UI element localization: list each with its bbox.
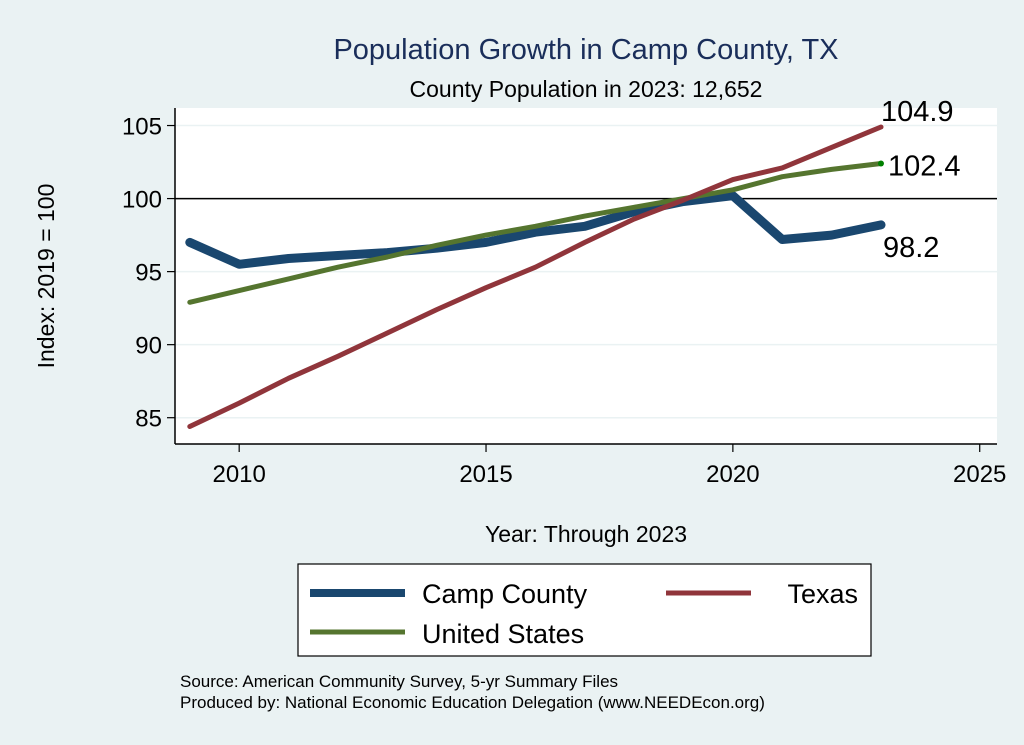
end-label-texas: 104.9	[881, 96, 954, 128]
x-tick-label: 2015	[459, 461, 512, 488]
end-marker-united-states	[877, 160, 884, 167]
end-label-camp-county: 98.2	[883, 232, 939, 264]
legend-label-texas: Texas	[787, 579, 858, 609]
x-axis-label: Year: Through 2023	[485, 521, 687, 547]
x-tick-label: 2025	[953, 461, 1006, 488]
series-line-camp-county	[185, 191, 886, 269]
y-axis-label: Index: 2019 = 100	[33, 184, 59, 369]
end-labels: 98.2 104.9 102.4	[881, 96, 961, 264]
y-tick-label: 100	[122, 187, 162, 214]
series-group	[185, 124, 886, 429]
x-tick-label: 2010	[212, 461, 265, 488]
legend-box	[297, 563, 872, 657]
end-label-united-states: 102.4	[888, 151, 961, 183]
producer-note: Produced by: National Economic Education…	[180, 693, 765, 712]
legend: Camp County Texas United States	[297, 563, 872, 657]
y-ticks: 85 90 95 100 105	[122, 114, 175, 433]
source-note: Source: American Community Survey, 5-yr …	[180, 672, 618, 691]
y-tick-label: 105	[122, 114, 162, 141]
chart-title: Population Growth in Camp County, TX	[333, 34, 838, 66]
chart-subtitle: County Population in 2023: 12,652	[410, 76, 763, 102]
x-ticks: 2010 2015 2020 2025	[212, 444, 1006, 488]
y-tick-label: 85	[135, 406, 162, 433]
x-tick-label: 2020	[706, 461, 759, 488]
legend-label-united-states: United States	[422, 619, 584, 649]
legend-label-camp-county: Camp County	[422, 579, 588, 609]
series-line-united-states	[187, 161, 884, 305]
y-tick-label: 95	[135, 260, 162, 287]
y-tick-label: 90	[135, 333, 162, 360]
series-line-texas	[187, 124, 884, 429]
